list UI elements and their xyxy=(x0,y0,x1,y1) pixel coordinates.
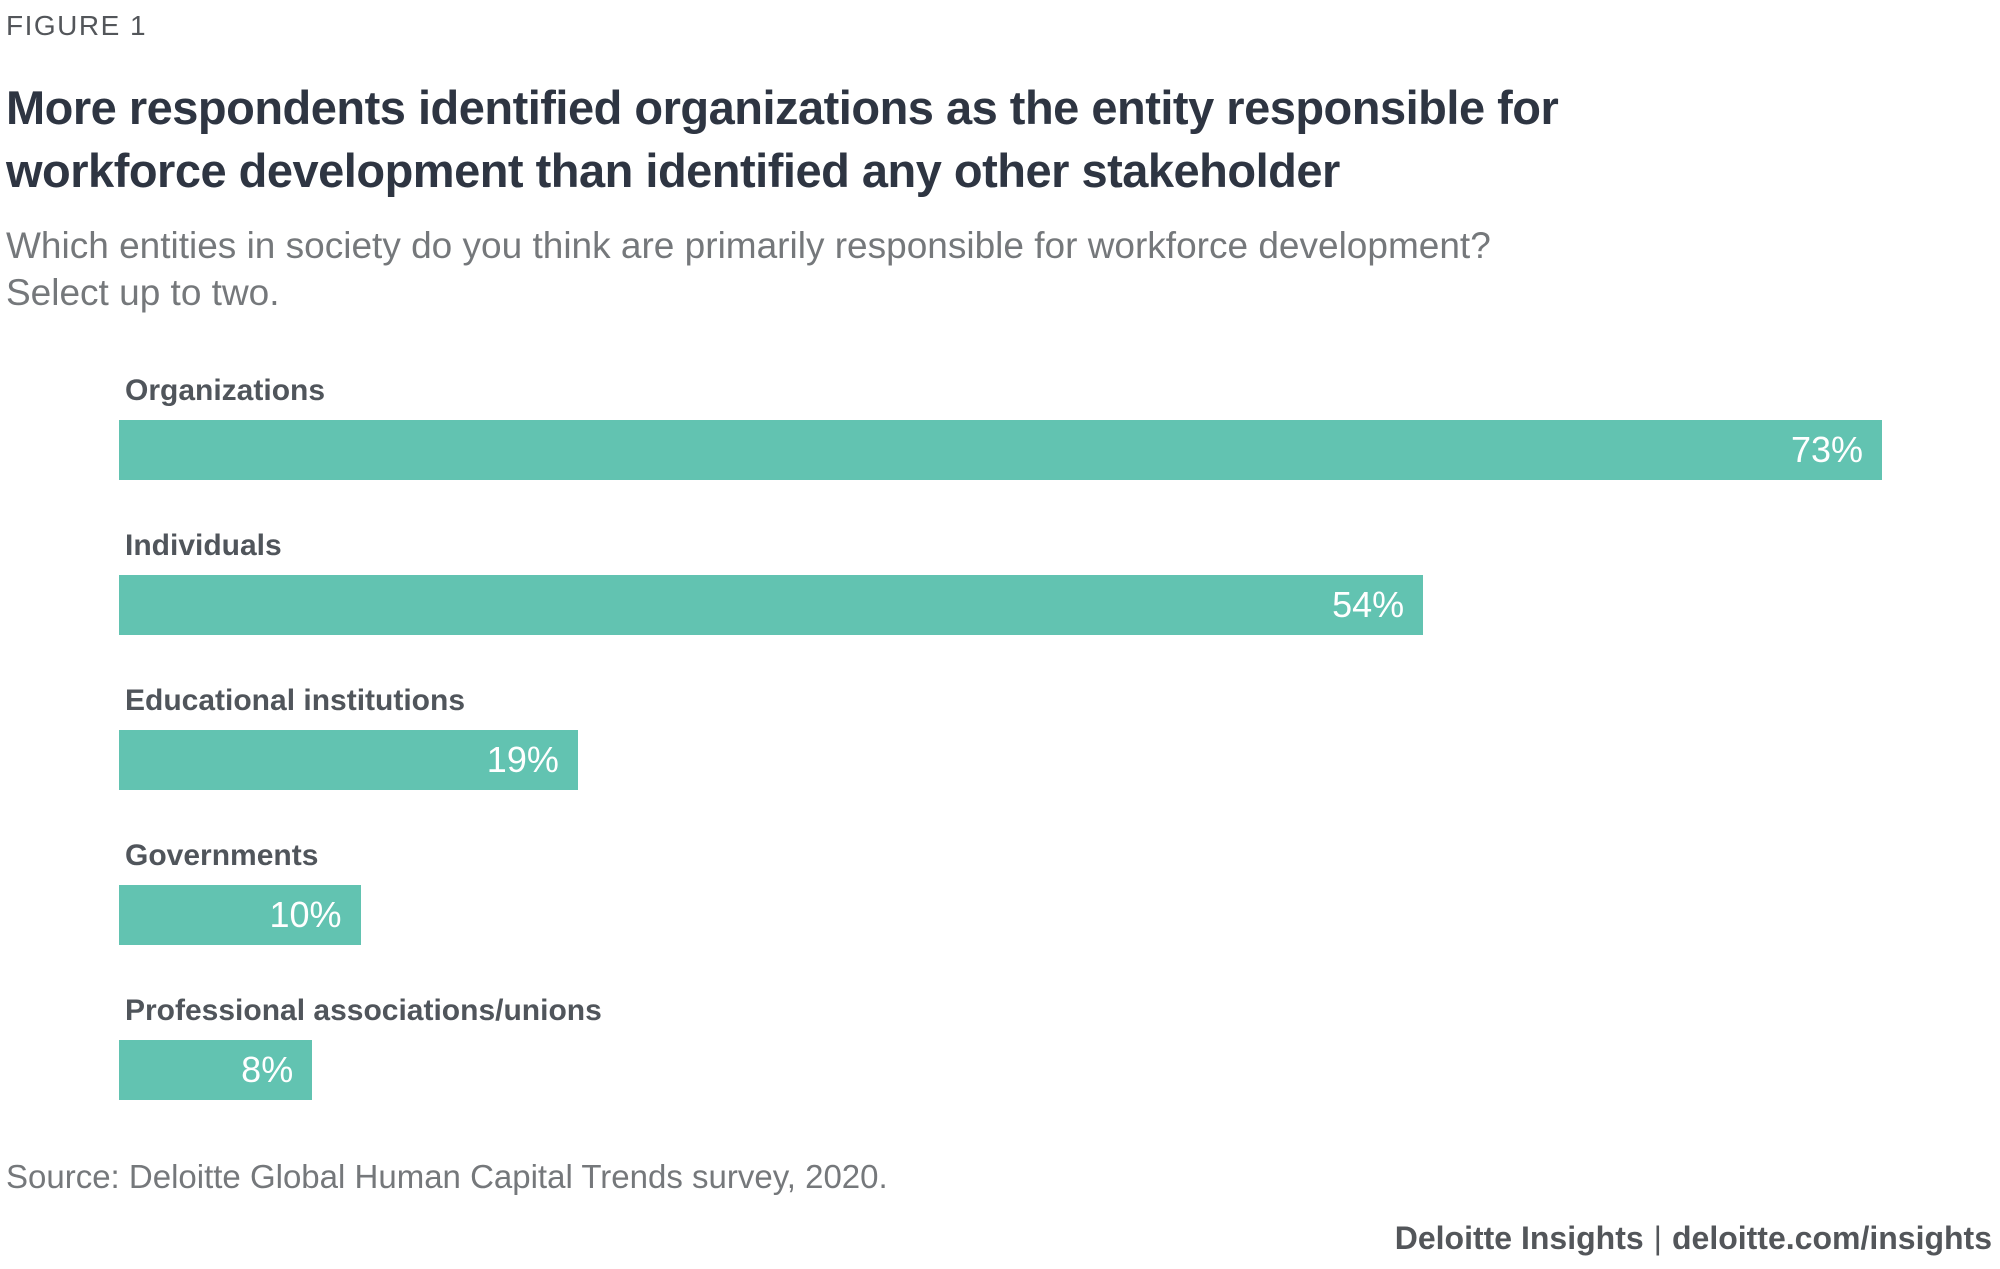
source-note: Source: Deloitte Global Human Capital Tr… xyxy=(6,1158,888,1195)
chart-title-line-2: workforce development than identified an… xyxy=(6,144,1340,197)
bar-category-label: Professional associations/unions xyxy=(125,994,602,1027)
bar: 73% xyxy=(119,420,1882,480)
bar-value-label: 19% xyxy=(486,739,559,780)
bar-chart: Organizations 73% Individuals 54% Educationa… xyxy=(119,372,1882,1100)
footer-separator: | xyxy=(1653,1220,1662,1256)
bar-category-label: Individuals xyxy=(125,529,282,562)
footer-url: deloitte.com/insights xyxy=(1671,1220,1992,1256)
bar-category-label: Governments xyxy=(125,839,319,872)
chart-title: More respondents identified organization… xyxy=(6,76,1992,202)
bar-value-label: 54% xyxy=(1332,584,1405,625)
bar-row: Professional associations/unions 8% xyxy=(119,992,1882,1100)
bar-value-label: 8% xyxy=(241,1049,294,1090)
bar-category-label: Organizations xyxy=(125,374,326,407)
bar-row: Governments 10% xyxy=(119,837,1882,945)
bar: 8% xyxy=(119,1040,313,1100)
bar-category-label: Educational institutions xyxy=(125,684,466,717)
bar: 10% xyxy=(119,885,361,945)
bar-row: Individuals 54% xyxy=(119,527,1882,635)
chart-subtitle: Which entities in society do you think a… xyxy=(6,222,1992,316)
footer-brand: Deloitte Insights xyxy=(1394,1220,1644,1256)
chart-title-line-1: More respondents identified organization… xyxy=(6,81,1559,134)
bar-value-label: 73% xyxy=(1790,429,1863,470)
bar-row: Organizations 73% xyxy=(119,372,1882,480)
footer-branding: Deloitte Insights | deloitte.com/insights xyxy=(1395,1220,1992,1257)
bar: 19% xyxy=(119,730,578,790)
bar-row: Educational institutions 19% xyxy=(119,682,1882,790)
chart-subtitle-line-2: Select up to two. xyxy=(6,272,280,313)
bar-value-label: 10% xyxy=(269,894,342,935)
figure-label: FIGURE 1 xyxy=(6,10,148,41)
chart-subtitle-line-1: Which entities in society do you think a… xyxy=(6,225,1491,266)
bar: 54% xyxy=(119,575,1424,635)
